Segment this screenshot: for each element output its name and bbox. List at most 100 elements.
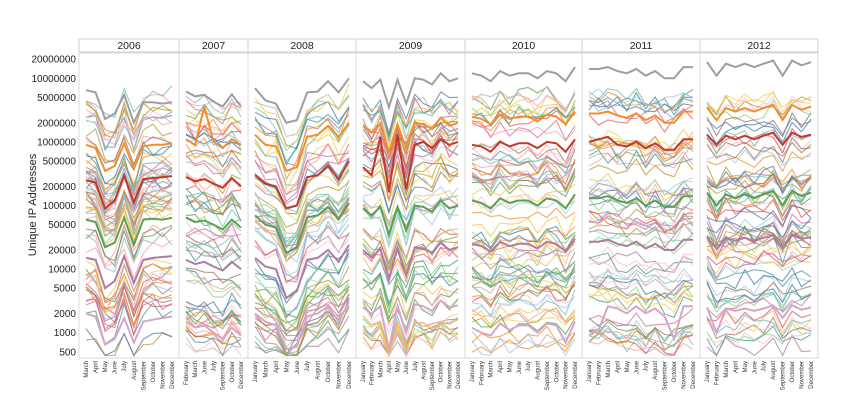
x-tick-label: January bbox=[253, 361, 259, 382]
x-tick-label: March bbox=[193, 361, 199, 378]
background-series-line bbox=[362, 195, 459, 223]
background-series-line bbox=[706, 205, 812, 227]
background-series-line bbox=[85, 162, 173, 195]
background-series-line bbox=[706, 141, 812, 160]
background-series-line bbox=[185, 154, 242, 175]
background-series-line bbox=[185, 276, 242, 299]
background-series-line bbox=[588, 131, 694, 156]
background-series-line bbox=[588, 212, 694, 236]
background-series-line bbox=[185, 99, 241, 111]
series-line bbox=[362, 71, 459, 111]
background-series-line bbox=[254, 143, 350, 197]
year-panel: 2006 March April May June July August September… bbox=[78, 38, 180, 390]
x-tick-label: March bbox=[378, 361, 384, 378]
background-series-line bbox=[588, 187, 694, 210]
background-series-line bbox=[471, 309, 576, 329]
background-series-line bbox=[588, 88, 694, 107]
x-tick-label: October bbox=[151, 361, 157, 382]
series-line bbox=[85, 312, 173, 347]
background-series-line bbox=[362, 96, 459, 139]
background-series-line bbox=[471, 207, 576, 220]
background-series-line bbox=[706, 326, 812, 348]
series-line bbox=[185, 106, 242, 150]
background-series-line bbox=[588, 135, 694, 155]
background-series-line bbox=[588, 224, 694, 244]
series-line bbox=[706, 103, 812, 122]
x-tick-label: December bbox=[239, 361, 245, 389]
panel-year-label: 2012 bbox=[747, 40, 771, 52]
background-series-line bbox=[588, 245, 694, 273]
y-tick-label: 100000 bbox=[43, 201, 77, 212]
x-tick-label: April bbox=[498, 361, 504, 373]
series-line bbox=[471, 111, 576, 126]
background-series-line bbox=[706, 198, 812, 229]
background-series-line bbox=[185, 329, 242, 357]
background-series-line bbox=[254, 196, 350, 235]
y-axis: 20000000 10000000 5000000 2000000 1000000 500… bbox=[32, 55, 77, 359]
x-tick-label: January bbox=[705, 361, 711, 382]
series-line bbox=[254, 77, 350, 124]
background-series-line bbox=[85, 145, 173, 192]
background-series-line bbox=[588, 97, 694, 121]
background-series-line bbox=[85, 272, 173, 317]
background-series-line bbox=[254, 100, 350, 150]
background-series-line bbox=[471, 144, 576, 164]
background-series-line bbox=[362, 129, 459, 162]
x-tick-label: January bbox=[361, 361, 367, 382]
background-series-line bbox=[588, 87, 694, 109]
background-series-line bbox=[706, 149, 812, 167]
background-series-line bbox=[588, 252, 694, 275]
background-series-line bbox=[254, 225, 350, 284]
background-series-line bbox=[471, 108, 576, 128]
x-tick-label: September bbox=[430, 361, 436, 390]
background-series-line bbox=[588, 91, 694, 112]
background-series-line bbox=[85, 123, 173, 163]
background-series-line bbox=[588, 156, 694, 178]
background-series-line bbox=[185, 197, 242, 215]
series-line bbox=[254, 202, 350, 255]
panel-year-label: 2011 bbox=[630, 40, 653, 52]
panel-year-label: 2010 bbox=[512, 40, 536, 52]
x-tick-label: May bbox=[396, 361, 402, 372]
background-series-line bbox=[588, 140, 694, 164]
background-series-line bbox=[254, 238, 350, 284]
series-line bbox=[706, 234, 812, 251]
background-series-line bbox=[471, 248, 576, 274]
background-series-line bbox=[185, 337, 242, 357]
background-series-line bbox=[254, 208, 350, 263]
background-series-line bbox=[706, 217, 812, 239]
x-tick-label: May bbox=[284, 361, 290, 372]
background-series-line bbox=[588, 177, 694, 196]
background-series-line bbox=[254, 164, 350, 222]
series-line bbox=[362, 299, 459, 350]
y-tick-label: 5000000 bbox=[37, 93, 76, 104]
background-series-line bbox=[706, 239, 812, 259]
background-series-line bbox=[185, 172, 242, 195]
background-series-line bbox=[362, 288, 459, 328]
background-series-line bbox=[85, 136, 173, 166]
background-series-line bbox=[706, 294, 812, 319]
x-tick-label: July bbox=[212, 361, 218, 372]
background-series-line bbox=[706, 314, 812, 338]
background-series-line bbox=[471, 85, 576, 110]
panel-year-label: 2006 bbox=[117, 40, 141, 52]
background-series-line bbox=[254, 217, 350, 277]
background-series-line bbox=[362, 273, 459, 309]
x-tick-label: April bbox=[94, 361, 100, 373]
background-series-line bbox=[362, 226, 459, 265]
x-tick-label: June bbox=[202, 360, 208, 374]
series-line bbox=[706, 131, 812, 147]
series-line bbox=[706, 304, 812, 336]
background-series-line bbox=[254, 325, 350, 356]
y-tick-label: 20000000 bbox=[32, 55, 77, 66]
background-series-line bbox=[185, 191, 242, 210]
background-series-line bbox=[706, 251, 812, 280]
series-line bbox=[589, 195, 693, 208]
x-tick-label: July bbox=[644, 361, 650, 372]
background-series-line bbox=[588, 88, 694, 117]
background-series-line bbox=[471, 252, 576, 275]
background-series-line bbox=[588, 290, 694, 314]
y-tick-label: 50000 bbox=[48, 220, 76, 231]
series-line bbox=[185, 320, 242, 341]
